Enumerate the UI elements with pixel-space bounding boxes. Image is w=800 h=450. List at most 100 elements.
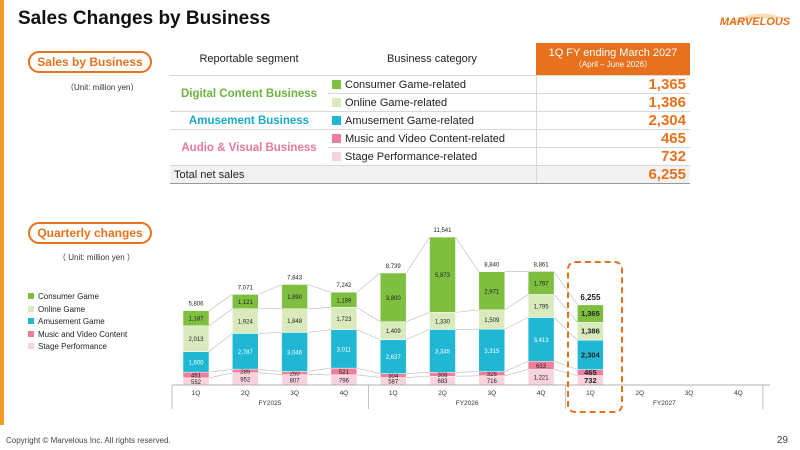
data-label: 732 <box>584 376 597 385</box>
category-cell: Amusement Game-related <box>328 111 536 130</box>
data-label: 1,509 <box>484 318 500 324</box>
x-tick-label: 2Q <box>438 390 447 397</box>
value-cell: 2,304 <box>535 111 690 130</box>
group-digital: Digital Content Business <box>170 75 328 112</box>
unit-label-bottom: （ Unit: million yen ） <box>58 253 135 262</box>
bar-segment <box>379 339 407 374</box>
bar-segment <box>182 325 210 352</box>
group-label: FY2026 <box>456 400 479 407</box>
data-label: 1,365 <box>581 309 600 318</box>
sales-by-business-pill: Sales by Business <box>28 51 152 73</box>
data-label: 2,304 <box>581 350 601 359</box>
group-label: FY2025 <box>259 400 282 407</box>
page-number: 29 <box>776 435 788 446</box>
category-label: Amusement Game-related <box>345 114 474 127</box>
bar-segment <box>527 317 555 362</box>
x-tick-label: 4Q <box>537 390 546 397</box>
connector-line <box>554 369 578 376</box>
group-amusement: Amusement Business <box>170 111 328 130</box>
color-swatch <box>332 151 341 161</box>
connector-line <box>504 294 529 311</box>
table-row: Online Game-related 1,386 <box>170 93 690 112</box>
connector-line <box>258 368 282 372</box>
left-accent-bar <box>0 0 4 425</box>
data-label: 552 <box>191 380 202 386</box>
quarterly-changes-pill: Quarterly changes <box>28 222 152 244</box>
data-label: 952 <box>240 377 251 383</box>
data-label: 250 <box>290 372 301 378</box>
header-category: Business category <box>328 43 536 76</box>
legend-item: Consumer Game <box>28 291 127 304</box>
data-label: 1,330 <box>435 319 451 325</box>
data-label: 1,221 <box>534 376 550 382</box>
connector-line <box>405 236 430 274</box>
connector-line <box>258 372 282 375</box>
data-label: 807 <box>290 378 301 384</box>
legend-swatch <box>28 330 34 337</box>
chart-legend: Consumer Game Online Game Amusement Game… <box>28 291 127 354</box>
bar-segment <box>429 236 456 313</box>
connector-line <box>553 294 578 323</box>
x-tick-label: 1Q <box>586 390 595 397</box>
connector-line <box>553 360 578 370</box>
connector-line <box>455 236 480 272</box>
legend-label: Music and Video Content <box>38 329 128 339</box>
data-label: 2,971 <box>484 289 500 295</box>
data-label: 2,787 <box>238 350 254 356</box>
category-label: Music and Video Content-related <box>345 132 506 145</box>
total-label: 6,255 <box>580 293 601 302</box>
table-row: Digital Content Business Consumer Game-r… <box>170 75 690 112</box>
data-label: 633 <box>536 364 547 370</box>
total-label: 11,541 <box>434 228 453 234</box>
total-label: 8,739 <box>386 264 402 270</box>
x-tick-label: 3Q <box>290 390 299 397</box>
x-tick-label: 2Q <box>635 390 644 397</box>
x-tick-label: 3Q <box>487 390 496 397</box>
data-label: 796 <box>339 378 350 384</box>
connector-line <box>307 367 331 372</box>
legend-swatch <box>28 318 34 324</box>
data-label: 587 <box>388 380 399 386</box>
total-label: 8,840 <box>484 263 500 269</box>
connector-line <box>208 308 233 327</box>
bar-segment <box>232 294 259 309</box>
marvelous-logo: MARVELOUS <box>720 13 790 28</box>
data-label: 1,797 <box>534 281 550 287</box>
data-label: 1,386 <box>581 327 600 336</box>
data-label: 1,121 <box>238 300 254 306</box>
connector-line <box>356 272 381 293</box>
connector-line <box>455 309 479 313</box>
total-label: 7,242 <box>336 283 352 289</box>
bar-segment <box>330 329 358 369</box>
x-tick-label: 1Q <box>192 390 201 397</box>
data-label: 1,848 <box>287 319 303 325</box>
data-label: 3,413 <box>534 338 550 344</box>
bar-segment <box>527 271 555 295</box>
bar-segment <box>379 272 407 322</box>
color-swatch <box>332 79 341 89</box>
connector-line <box>455 371 479 373</box>
header-period: 1Q FY ending March 2027 （April – June 20… <box>536 43 690 76</box>
bar-segment <box>577 304 604 323</box>
data-label: 2,013 <box>188 337 204 343</box>
connector-line <box>504 369 529 377</box>
category-label: Consumer Game-related <box>345 78 467 91</box>
copyright: Copyright © Marvelous Inc. All rights re… <box>6 436 171 445</box>
connector-line <box>356 367 381 374</box>
total-label: 8,861 <box>534 262 550 268</box>
x-tick-label: 2Q <box>241 390 250 397</box>
bar-segment <box>478 271 506 311</box>
connector-line <box>307 329 331 333</box>
color-swatch <box>332 115 341 125</box>
data-label: 1,600 <box>188 360 204 366</box>
connector-line <box>208 372 233 379</box>
data-label: 285 <box>240 369 251 375</box>
color-swatch <box>332 97 341 107</box>
data-label: 521 <box>339 370 350 376</box>
bar-segment <box>232 308 259 334</box>
data-label: 465 <box>584 368 597 377</box>
data-label: 1,924 <box>238 320 254 326</box>
total-label: Total net sales <box>170 165 536 184</box>
table-row: Amusement Business Amusement Game-relate… <box>170 111 690 130</box>
